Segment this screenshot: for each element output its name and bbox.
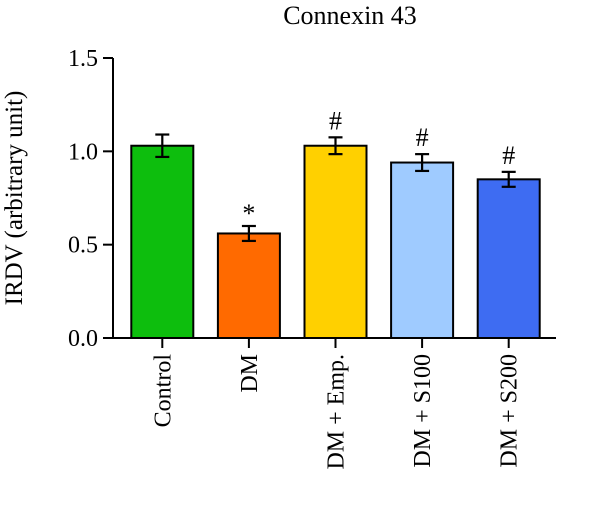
bar <box>216 232 281 339</box>
x-tick-label: DM + Emp. <box>324 354 350 470</box>
category-labels: Control DM DM + Emp. DM + S100 DM + S200 <box>150 354 522 470</box>
x-tick-label: DM + S100 <box>410 354 436 468</box>
error-bars <box>155 133 516 243</box>
x-tick-label: DM + S200 <box>497 354 523 468</box>
y-tick-label: 1.5 <box>68 46 98 72</box>
x-tick-label: DM <box>237 354 263 393</box>
significance-marker: # <box>329 106 342 135</box>
bars <box>130 144 541 339</box>
y-axis-label: IRDV (arbitrary unit) <box>1 91 28 306</box>
y-tick-label: 1.0 <box>68 139 98 165</box>
significance-markers: * # # # <box>242 106 515 228</box>
bar <box>476 178 541 339</box>
bar <box>390 161 455 339</box>
y-tick-label: 0.0 <box>68 326 98 352</box>
y-tick-label: 0.5 <box>68 233 98 259</box>
significance-marker: * <box>242 199 255 228</box>
y-axis: 0.0 0.5 1.0 1.5 <box>68 46 114 352</box>
bar <box>130 144 195 339</box>
x-tick-label: Control <box>150 354 176 428</box>
x-axis <box>113 337 556 348</box>
significance-marker: # <box>416 123 429 152</box>
significance-marker: # <box>502 141 515 170</box>
chart-title: Connexin 43 <box>283 1 417 30</box>
bar <box>303 144 368 339</box>
